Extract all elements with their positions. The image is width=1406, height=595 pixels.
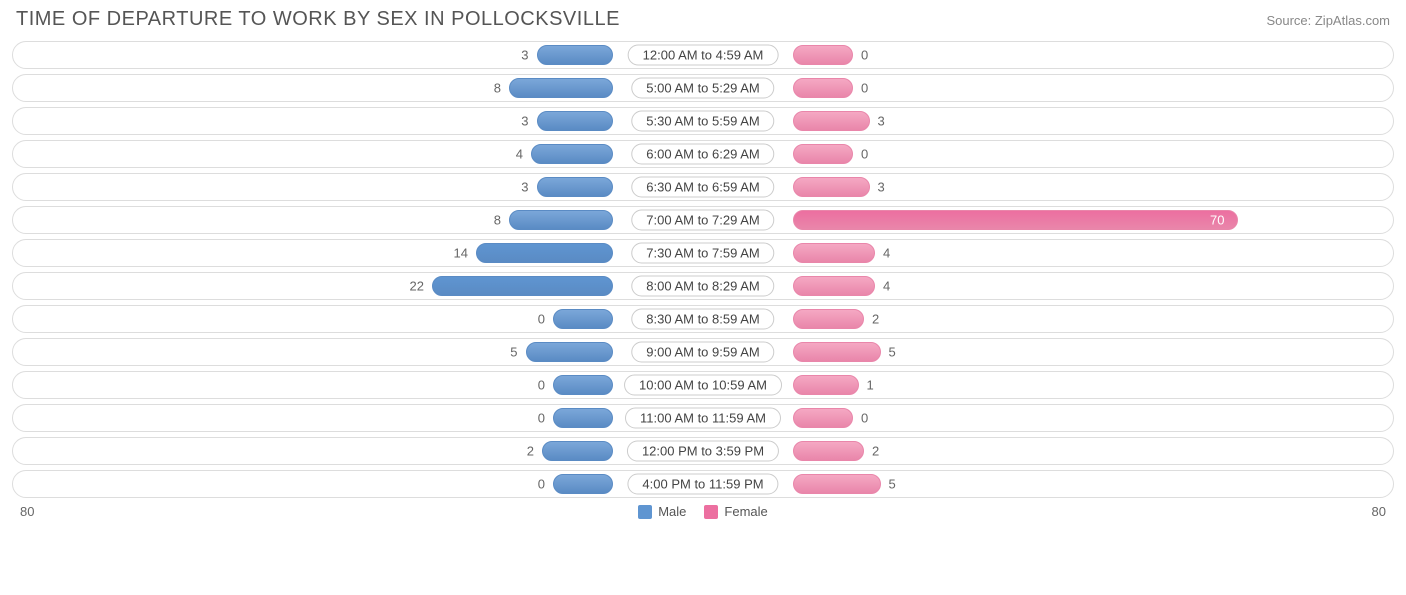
chart-row: 0 0 11:00 AM to 11:59 AM — [12, 404, 1394, 432]
bar-female — [793, 210, 1238, 230]
value-female: 3 — [878, 114, 885, 129]
bar-female — [793, 144, 853, 164]
bar-female — [793, 177, 870, 197]
value-female: 5 — [889, 345, 896, 360]
axis-max-right: 80 — [1372, 504, 1386, 519]
value-male: 0 — [538, 411, 545, 426]
bar-female — [793, 342, 881, 362]
bar-male — [476, 243, 613, 263]
chart-row: 2 2 12:00 PM to 3:59 PM — [12, 437, 1394, 465]
bar-male — [553, 309, 613, 329]
value-male: 0 — [538, 312, 545, 327]
value-male: 3 — [521, 114, 528, 129]
row-label: 7:00 AM to 7:29 AM — [631, 210, 774, 231]
value-male: 3 — [521, 180, 528, 195]
row-label: 5:00 AM to 5:29 AM — [631, 78, 774, 99]
bar-male — [509, 78, 613, 98]
row-label: 8:30 AM to 8:59 AM — [631, 309, 774, 330]
legend-label-male: Male — [658, 504, 686, 519]
row-label: 6:00 AM to 6:29 AM — [631, 144, 774, 165]
chart-row: 4 0 6:00 AM to 6:29 AM — [12, 140, 1394, 168]
value-male: 5 — [510, 345, 517, 360]
bar-female — [793, 441, 864, 461]
bar-male — [531, 144, 613, 164]
legend-swatch-female — [704, 505, 718, 519]
chart-title: TIME OF DEPARTURE TO WORK BY SEX IN POLL… — [16, 8, 620, 31]
row-label: 10:00 AM to 10:59 AM — [624, 375, 782, 396]
legend-swatch-male — [638, 505, 652, 519]
bar-female — [793, 78, 853, 98]
legend: Male Female — [638, 504, 768, 519]
chart-row: 0 5 4:00 PM to 11:59 PM — [12, 470, 1394, 498]
bar-male — [542, 441, 613, 461]
value-female: 0 — [861, 411, 868, 426]
row-label: 4:00 PM to 11:59 PM — [627, 474, 778, 495]
row-label: 5:30 AM to 5:59 AM — [631, 111, 774, 132]
value-male: 2 — [527, 444, 534, 459]
chart-row: 14 4 7:30 AM to 7:59 AM — [12, 239, 1394, 267]
bar-male — [553, 375, 613, 395]
bar-male — [509, 210, 613, 230]
value-female: 5 — [889, 477, 896, 492]
value-female: 70 — [1210, 213, 1224, 228]
bar-male — [432, 276, 613, 296]
chart-row: 3 3 6:30 AM to 6:59 AM — [12, 173, 1394, 201]
chart-row: 5 5 9:00 AM to 9:59 AM — [12, 338, 1394, 366]
value-female: 3 — [878, 180, 885, 195]
row-label: 8:00 AM to 8:29 AM — [631, 276, 774, 297]
chart-row: 22 4 8:00 AM to 8:29 AM — [12, 272, 1394, 300]
tornado-chart: 3 0 12:00 AM to 4:59 AM 8 0 5:00 AM to 5:29 A… — [12, 41, 1394, 498]
chart-row: 8 70 7:00 AM to 7:29 AM — [12, 206, 1394, 234]
value-male: 22 — [410, 279, 424, 294]
value-female: 2 — [872, 444, 879, 459]
bar-male — [553, 474, 613, 494]
legend-item-female: Female — [704, 504, 767, 519]
chart-header: TIME OF DEPARTURE TO WORK BY SEX IN POLL… — [12, 8, 1394, 31]
value-female: 4 — [883, 246, 890, 261]
chart-row: 0 1 10:00 AM to 10:59 AM — [12, 371, 1394, 399]
value-female: 0 — [861, 81, 868, 96]
row-label: 6:30 AM to 6:59 AM — [631, 177, 774, 198]
bar-male — [537, 45, 614, 65]
row-label: 9:00 AM to 9:59 AM — [631, 342, 774, 363]
chart-source: Source: ZipAtlas.com — [1266, 13, 1390, 28]
value-female: 4 — [883, 279, 890, 294]
bar-female — [793, 309, 864, 329]
bar-male — [553, 408, 613, 428]
value-female: 1 — [867, 378, 874, 393]
bar-male — [526, 342, 614, 362]
bar-female — [793, 375, 859, 395]
value-male: 0 — [538, 378, 545, 393]
value-female: 0 — [861, 48, 868, 63]
row-label: 12:00 PM to 3:59 PM — [627, 441, 779, 462]
chart-row: 3 0 12:00 AM to 4:59 AM — [12, 41, 1394, 69]
chart-row: 0 2 8:30 AM to 8:59 AM — [12, 305, 1394, 333]
value-female: 2 — [872, 312, 879, 327]
value-male: 14 — [454, 246, 468, 261]
bar-male — [537, 177, 614, 197]
value-male: 4 — [516, 147, 523, 162]
row-label: 12:00 AM to 4:59 AM — [628, 45, 779, 66]
bar-male — [537, 111, 614, 131]
chart-row: 3 3 5:30 AM to 5:59 AM — [12, 107, 1394, 135]
bar-female — [793, 243, 875, 263]
bar-female — [793, 111, 870, 131]
legend-label-female: Female — [724, 504, 767, 519]
legend-item-male: Male — [638, 504, 686, 519]
value-male: 8 — [494, 213, 501, 228]
axis-max-left: 80 — [20, 504, 34, 519]
value-female: 0 — [861, 147, 868, 162]
row-label: 7:30 AM to 7:59 AM — [631, 243, 774, 264]
bar-female — [793, 474, 881, 494]
value-male: 8 — [494, 81, 501, 96]
chart-row: 8 0 5:00 AM to 5:29 AM — [12, 74, 1394, 102]
bar-female — [793, 45, 853, 65]
chart-footer: 80 Male Female 80 — [12, 504, 1394, 519]
row-label: 11:00 AM to 11:59 AM — [625, 408, 781, 429]
value-male: 0 — [538, 477, 545, 492]
value-male: 3 — [521, 48, 528, 63]
bar-female — [793, 408, 853, 428]
bar-female — [793, 276, 875, 296]
